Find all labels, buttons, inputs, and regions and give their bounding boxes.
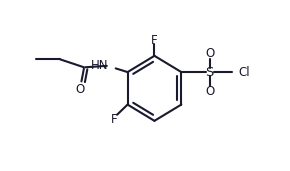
Text: Cl: Cl (238, 65, 250, 78)
Text: O: O (205, 47, 214, 60)
Text: F: F (151, 34, 158, 47)
Text: HN: HN (91, 59, 108, 72)
Text: O: O (75, 83, 85, 96)
Text: F: F (111, 113, 117, 126)
Text: S: S (205, 65, 214, 78)
Text: O: O (205, 84, 214, 97)
